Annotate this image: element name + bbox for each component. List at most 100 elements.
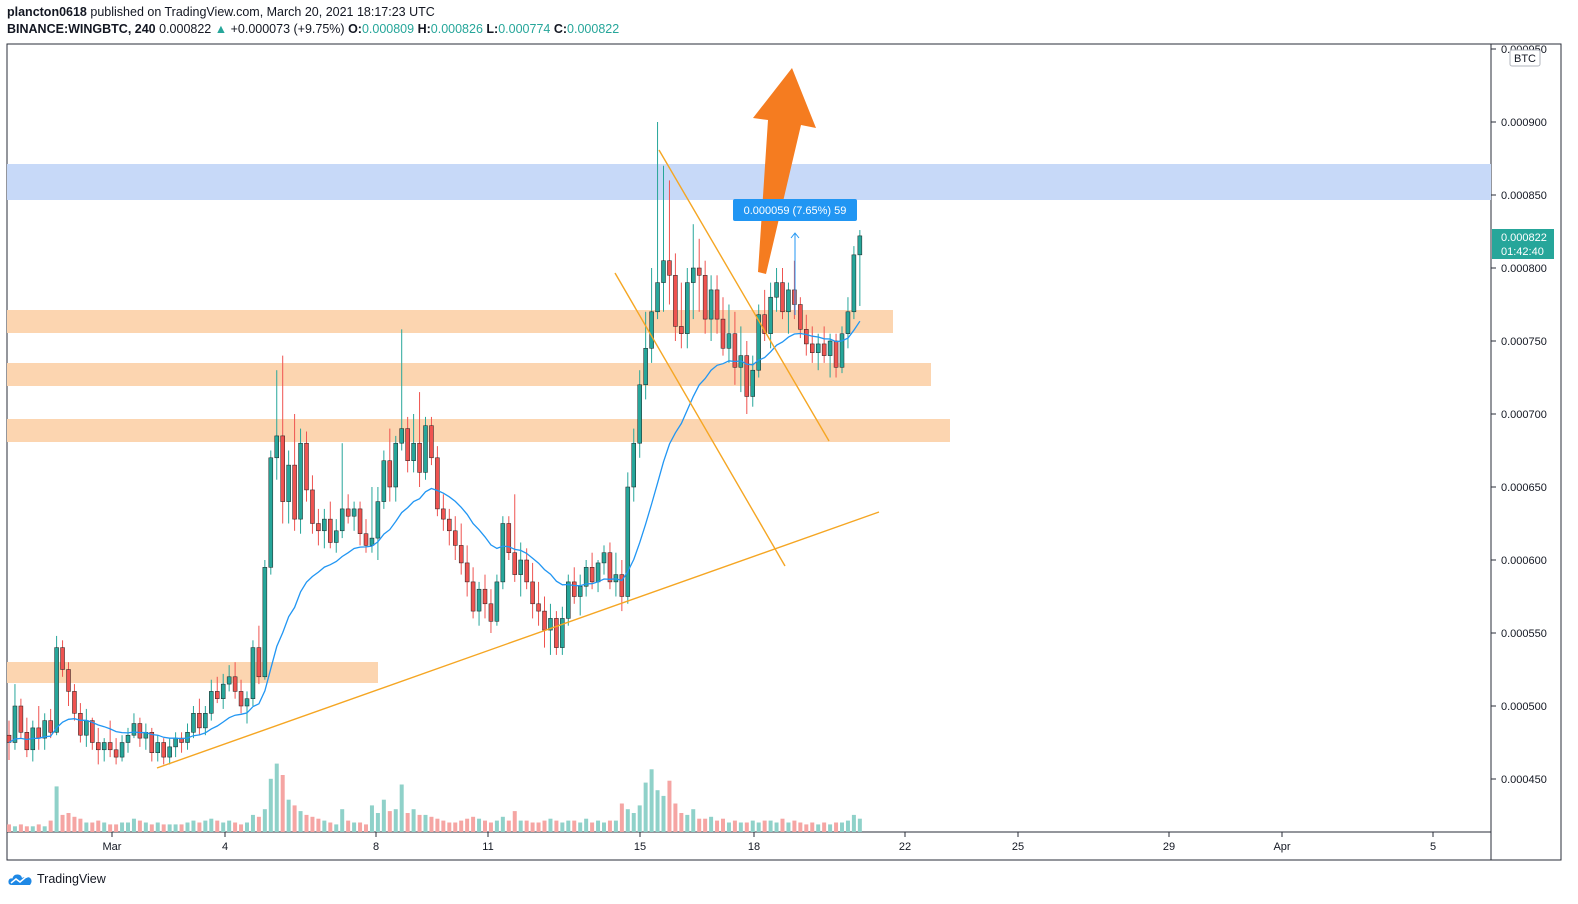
channel-lower-line xyxy=(614,272,786,567)
candle-body xyxy=(833,340,839,368)
candle-body xyxy=(42,720,47,739)
volume-bar xyxy=(245,822,249,832)
volume-bar xyxy=(120,822,125,832)
candle xyxy=(113,738,119,765)
candle xyxy=(66,662,71,706)
candle-body xyxy=(36,727,41,739)
up-arrow-icon: ▲ xyxy=(214,22,228,36)
volume-bar xyxy=(137,820,142,832)
volume-bar xyxy=(304,814,309,832)
candle-body xyxy=(851,254,857,313)
candle-body xyxy=(815,343,821,353)
candle xyxy=(447,508,452,546)
candle-body xyxy=(191,713,196,733)
candle xyxy=(286,450,291,524)
candle-body xyxy=(732,333,738,368)
candle xyxy=(857,230,863,306)
volume-bar xyxy=(554,820,559,832)
candle xyxy=(54,635,59,736)
candle xyxy=(185,723,190,750)
volume-bar xyxy=(798,822,803,832)
volume-bar xyxy=(602,822,606,832)
candle xyxy=(18,698,24,739)
candle-body xyxy=(280,435,285,502)
volume-bar xyxy=(774,822,779,832)
candle-body xyxy=(387,460,393,488)
candle xyxy=(756,304,761,378)
candle xyxy=(696,238,702,312)
volume-bar xyxy=(822,822,827,832)
close-value: 0.000822 xyxy=(567,22,620,36)
candle xyxy=(851,246,857,320)
brand-name: TradingView xyxy=(37,872,106,886)
candle-body xyxy=(18,705,24,733)
candle-body xyxy=(131,723,137,736)
candle-body xyxy=(447,518,452,532)
candle-body xyxy=(488,603,494,622)
candle xyxy=(107,720,113,758)
candle-body xyxy=(107,742,113,751)
candle xyxy=(679,282,684,349)
candle-body xyxy=(506,523,512,553)
candle xyxy=(256,625,262,685)
candle-body xyxy=(542,610,547,631)
volume-bar xyxy=(108,824,113,832)
support-zone-2 xyxy=(7,363,931,386)
volume-bar xyxy=(786,822,791,832)
candle xyxy=(518,542,523,597)
currency-badge[interactable] xyxy=(1509,49,1541,67)
volume-bar xyxy=(48,820,53,832)
volume-bar xyxy=(845,820,850,832)
volume-bar xyxy=(411,809,416,832)
volume-bar xyxy=(721,818,725,832)
candle-body xyxy=(720,318,726,349)
candle xyxy=(453,516,458,560)
candle xyxy=(155,735,160,762)
candle-body xyxy=(96,742,101,751)
volume-bar xyxy=(768,820,773,832)
volume-bar xyxy=(804,824,809,832)
candle-body xyxy=(464,562,470,583)
volume-bar xyxy=(233,822,238,832)
candle xyxy=(839,326,845,374)
candle xyxy=(768,282,773,349)
candle xyxy=(48,708,53,739)
low-value: 0.000774 xyxy=(498,22,551,36)
candle xyxy=(304,431,309,502)
price-tick-label: 0.000450 xyxy=(1501,774,1547,786)
volume-bar xyxy=(625,809,630,832)
candle xyxy=(232,662,238,699)
volume-bar xyxy=(572,820,577,832)
publisher-name[interactable]: plancton0618 xyxy=(7,5,87,19)
candle-body xyxy=(827,340,833,356)
volume-bar xyxy=(655,790,660,832)
volume-bar xyxy=(179,824,184,832)
candle-body xyxy=(173,737,178,748)
candle-body xyxy=(345,508,351,517)
candle-body xyxy=(167,746,172,758)
candle xyxy=(714,275,720,334)
candle xyxy=(42,713,47,750)
candle xyxy=(655,122,660,320)
measure-arrow-icon xyxy=(790,232,800,239)
candle-body xyxy=(476,588,482,612)
candle-body xyxy=(155,742,160,753)
volume-bar xyxy=(851,814,856,832)
change-value: +0.000073 (+9.75%) xyxy=(230,22,345,36)
candle-body xyxy=(762,314,767,334)
price-axis[interactable]: 0.0009500.0009000.0008500.0008000.000750… xyxy=(1491,44,1547,786)
candle xyxy=(732,311,738,385)
symbol-label[interactable]: BINANCE:WINGBTC, 240 xyxy=(7,22,156,36)
tradingview-logo[interactable]: TradingView xyxy=(8,872,106,886)
candle-body xyxy=(744,355,750,397)
candle xyxy=(423,416,428,480)
volume-bar xyxy=(84,822,89,832)
candle xyxy=(36,706,41,750)
candle xyxy=(720,297,726,356)
candle xyxy=(411,414,416,473)
candle xyxy=(405,416,410,473)
volume-bar xyxy=(542,820,547,832)
time-axis[interactable]: Mar 4 8 11 15 18 22 25 29 Apr 5 xyxy=(103,832,1437,853)
candle xyxy=(203,706,208,736)
